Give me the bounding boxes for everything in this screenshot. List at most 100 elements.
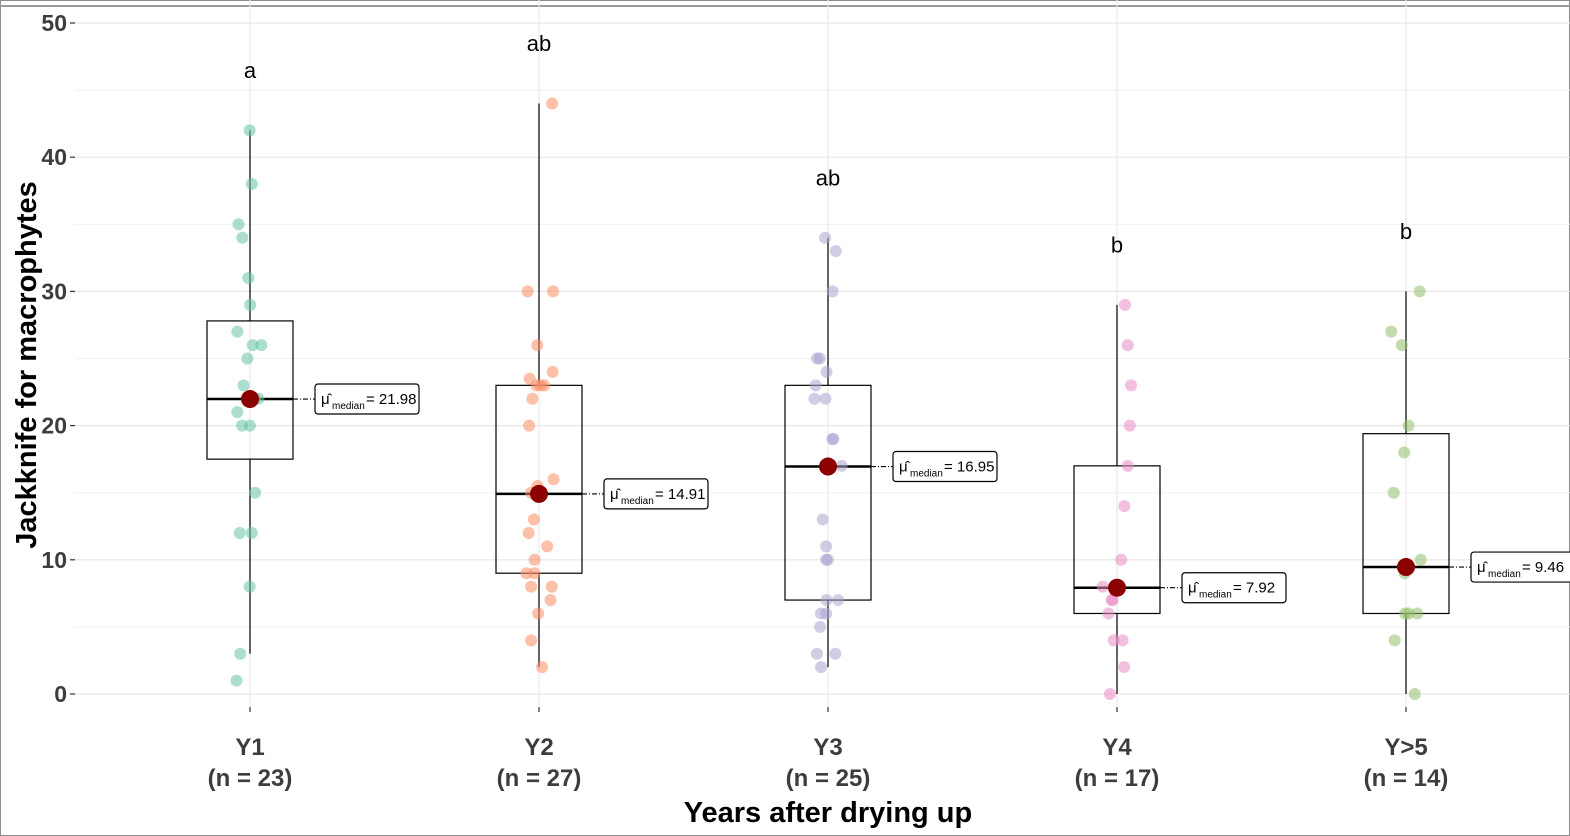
data-point bbox=[526, 392, 539, 405]
data-point bbox=[1106, 594, 1119, 607]
median-symbol: μ̂ bbox=[610, 486, 622, 503]
data-point bbox=[820, 594, 833, 607]
data-point bbox=[245, 178, 258, 191]
median-value: = 16.95 bbox=[944, 459, 994, 476]
median-annotation-box bbox=[1470, 551, 1570, 583]
data-point bbox=[1408, 688, 1421, 700]
box-Y1 bbox=[206, 320, 294, 460]
data-point bbox=[826, 433, 839, 446]
x-tick-label: Y4 bbox=[1102, 734, 1132, 761]
significance-letter: ab bbox=[816, 165, 840, 190]
significance-letter: a bbox=[244, 58, 257, 83]
data-point bbox=[808, 392, 821, 405]
median-marker bbox=[530, 484, 548, 503]
data-point bbox=[545, 580, 558, 593]
data-point bbox=[815, 661, 828, 674]
data-point bbox=[546, 365, 559, 378]
data-point bbox=[1118, 298, 1131, 311]
median-subscript: median bbox=[621, 496, 654, 507]
data-point bbox=[249, 486, 262, 499]
data-point bbox=[1104, 688, 1117, 700]
y-axis: 0 10 20 30 40 50 bbox=[41, 10, 75, 707]
data-point bbox=[814, 607, 827, 620]
data-point bbox=[528, 553, 541, 566]
data-point bbox=[820, 540, 833, 553]
data-point bbox=[231, 406, 244, 419]
x-tick-label: Y1 bbox=[235, 734, 264, 761]
median-value: = 14.91 bbox=[655, 486, 705, 503]
significance-letter: ab bbox=[527, 31, 551, 56]
x-tick-count: (n = 17) bbox=[1075, 765, 1160, 792]
median-annotation: μ̂ median = 7.92 bbox=[1181, 572, 1287, 604]
data-point bbox=[1121, 339, 1134, 352]
data-point bbox=[536, 661, 549, 674]
data-point bbox=[809, 379, 822, 392]
data-point bbox=[1102, 607, 1115, 620]
data-point bbox=[835, 459, 848, 472]
data-point bbox=[523, 419, 536, 432]
data-point bbox=[1395, 339, 1408, 352]
median-subscript: median bbox=[332, 401, 365, 412]
data-point bbox=[243, 580, 256, 593]
x-axis-title: Years after drying up bbox=[684, 797, 973, 829]
median-marker bbox=[1397, 558, 1415, 577]
box-layer bbox=[206, 103, 1450, 694]
y-tick-label: 50 bbox=[41, 10, 67, 36]
data-point bbox=[544, 594, 557, 607]
data-point bbox=[1411, 607, 1424, 620]
data-point bbox=[527, 513, 540, 526]
data-point bbox=[234, 647, 247, 660]
data-point bbox=[245, 526, 258, 539]
data-point bbox=[522, 526, 535, 539]
data-point bbox=[241, 352, 254, 365]
data-point bbox=[541, 540, 554, 553]
significance-letter: b bbox=[1400, 219, 1412, 244]
median-marker bbox=[241, 390, 259, 409]
data-point bbox=[1385, 325, 1398, 338]
x-tick-count: (n = 23) bbox=[208, 765, 293, 792]
data-point bbox=[255, 339, 268, 352]
data-point bbox=[1123, 419, 1136, 432]
data-point bbox=[1096, 580, 1109, 593]
median-annotation-box bbox=[603, 478, 709, 510]
data-point bbox=[820, 553, 833, 566]
data-point bbox=[237, 379, 250, 392]
median-symbol: μ̂ bbox=[1188, 580, 1200, 597]
x-tick-count: (n = 27) bbox=[497, 765, 582, 792]
median-value: = 7.92 bbox=[1233, 580, 1275, 597]
data-point bbox=[230, 674, 243, 687]
data-point bbox=[826, 285, 839, 298]
data-point bbox=[232, 218, 245, 231]
data-point bbox=[520, 567, 533, 580]
data-point bbox=[1414, 553, 1427, 566]
median-symbol: μ̂ bbox=[1477, 559, 1489, 576]
data-point bbox=[1107, 634, 1120, 647]
median-value: = 21.98 bbox=[366, 391, 416, 408]
data-point bbox=[819, 231, 832, 244]
data-point bbox=[547, 473, 560, 486]
data-point bbox=[814, 620, 827, 633]
median-annotation: μ̂ median = 14.91 bbox=[603, 478, 709, 510]
data-point bbox=[1125, 379, 1138, 392]
data-point bbox=[1121, 459, 1134, 472]
median-symbol: μ̂ bbox=[899, 459, 911, 476]
data-point bbox=[547, 285, 560, 298]
data-point bbox=[1388, 634, 1401, 647]
data-point bbox=[525, 580, 538, 593]
data-point bbox=[1116, 634, 1129, 647]
y-tick-label: 40 bbox=[41, 144, 67, 170]
median-subscript: median bbox=[910, 469, 943, 480]
data-point bbox=[820, 365, 833, 378]
data-point bbox=[829, 245, 842, 258]
data-point bbox=[1398, 446, 1411, 459]
x-tick-label: Y3 bbox=[813, 734, 842, 761]
box-Y4 bbox=[1073, 465, 1161, 615]
data-point bbox=[1118, 500, 1131, 513]
median-layer: μ̂ median = 21.98μ̂ median = 14.91μ̂ median = … bbox=[241, 383, 1570, 604]
median-annotation-box bbox=[1181, 572, 1287, 604]
data-point bbox=[1399, 607, 1412, 620]
median-annotation-box bbox=[314, 383, 420, 415]
data-point bbox=[546, 97, 559, 110]
data-point bbox=[243, 124, 256, 137]
data-point bbox=[531, 339, 544, 352]
